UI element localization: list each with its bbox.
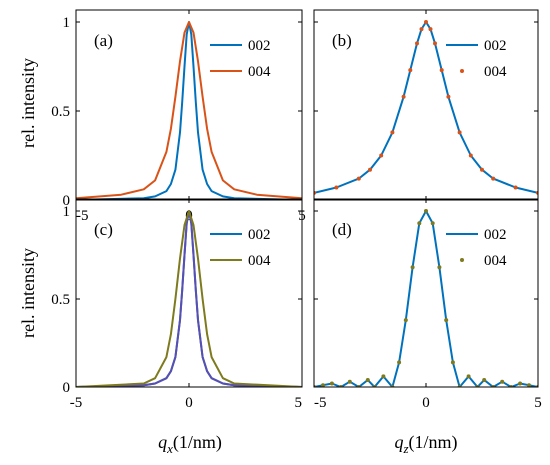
legend-label-002: 002 xyxy=(248,38,271,54)
series-004-point xyxy=(444,318,449,323)
y-tick-label: 0.5 xyxy=(51,292,70,308)
legend-marker-004 xyxy=(460,258,464,262)
legend-label-002: 002 xyxy=(484,38,507,54)
series-004-point xyxy=(466,374,471,379)
panel-d: -5 0 5 (d) 002 004 xyxy=(313,198,542,411)
legend-label-004: 004 xyxy=(484,64,507,80)
series-004-point xyxy=(446,94,451,99)
series-004-point xyxy=(424,209,428,213)
series-004-point xyxy=(513,185,518,190)
y-axis-label-top: rel. intensity xyxy=(18,58,38,148)
series-004-point xyxy=(480,167,484,172)
y-tick-label: 0 xyxy=(63,380,71,396)
panel-label: (d) xyxy=(332,220,352,239)
series-004-point xyxy=(450,360,455,365)
x-axis-sub-right: z xyxy=(402,441,408,456)
y-axis-label-bottom: rel. intensity xyxy=(18,248,38,338)
series-004-point xyxy=(329,381,334,386)
series-004-point xyxy=(428,27,433,32)
x-tick-label: -5 xyxy=(76,208,89,224)
series-004-point xyxy=(437,265,442,270)
legend-label-002: 002 xyxy=(484,227,507,243)
series-004-point xyxy=(468,153,473,158)
x-tick-label: 5 xyxy=(534,395,542,411)
series-004-point xyxy=(403,318,408,323)
series-004-line xyxy=(76,210,302,387)
x-axis-unit-right: (1/nm) xyxy=(409,432,458,453)
panel-label: (c) xyxy=(94,220,113,239)
series-004-point xyxy=(424,20,428,24)
series-004-point xyxy=(500,379,505,384)
legend-marker-004 xyxy=(460,69,464,73)
y-tick-label: 1 xyxy=(63,15,71,31)
legend-label-002: 002 xyxy=(248,227,271,243)
plot-area xyxy=(76,210,302,387)
series-004-point xyxy=(491,176,496,181)
x-tick-label: 0 xyxy=(185,395,193,411)
series-004-point xyxy=(482,378,487,382)
series-004-point xyxy=(518,381,523,386)
series-004-point xyxy=(419,27,424,32)
series-004-point xyxy=(368,167,372,172)
series-004-point xyxy=(417,221,422,226)
series-004-point xyxy=(430,221,435,226)
legend-label-004: 004 xyxy=(484,253,507,269)
series-004-point xyxy=(439,68,444,73)
series-004-point xyxy=(410,265,415,270)
x-tick-label: -5 xyxy=(314,395,327,411)
series-004-point xyxy=(397,360,402,365)
series-004-line xyxy=(76,21,302,200)
x-tick-label: 0 xyxy=(422,395,430,411)
x-axis-label-right: qz(1/nm) xyxy=(394,432,457,456)
series-004-point xyxy=(433,41,437,46)
panel-b: (b) 002 004 xyxy=(313,9,539,201)
panel-label: (b) xyxy=(332,31,352,50)
x-axis-unit-left: (1/nm) xyxy=(173,432,222,453)
x-axis-sub-left: x xyxy=(166,441,173,456)
series-004-point xyxy=(321,383,325,387)
legend-label-004: 004 xyxy=(248,253,271,269)
x-axis-label-left: qx(1/nm) xyxy=(158,432,222,456)
y-tick-label: 0 xyxy=(63,193,71,209)
series-004-point xyxy=(334,185,339,190)
series-004-point xyxy=(381,374,386,379)
plot-area xyxy=(314,20,538,195)
series-004-point xyxy=(401,94,406,99)
series-004-point xyxy=(365,378,370,382)
panel-label: (a) xyxy=(94,31,113,50)
x-tick-label: -5 xyxy=(70,395,83,411)
series-004-point xyxy=(347,379,352,384)
series-004-point xyxy=(390,130,395,135)
series-004-point xyxy=(379,153,384,158)
series-004-point xyxy=(415,41,419,46)
series-004-point xyxy=(457,130,462,135)
series-004-point xyxy=(408,68,413,73)
series-004-point xyxy=(527,383,531,387)
legend-label-004: 004 xyxy=(248,64,271,80)
x-tick-label: 5 xyxy=(295,395,303,411)
plot-area xyxy=(76,21,302,200)
y-tick-label: 1 xyxy=(63,204,71,220)
series-004-point xyxy=(356,176,361,181)
y-tick-label: 0.5 xyxy=(51,104,70,120)
x-axis-var-right: q xyxy=(394,432,403,452)
x-axis-var-left: q xyxy=(158,432,167,452)
